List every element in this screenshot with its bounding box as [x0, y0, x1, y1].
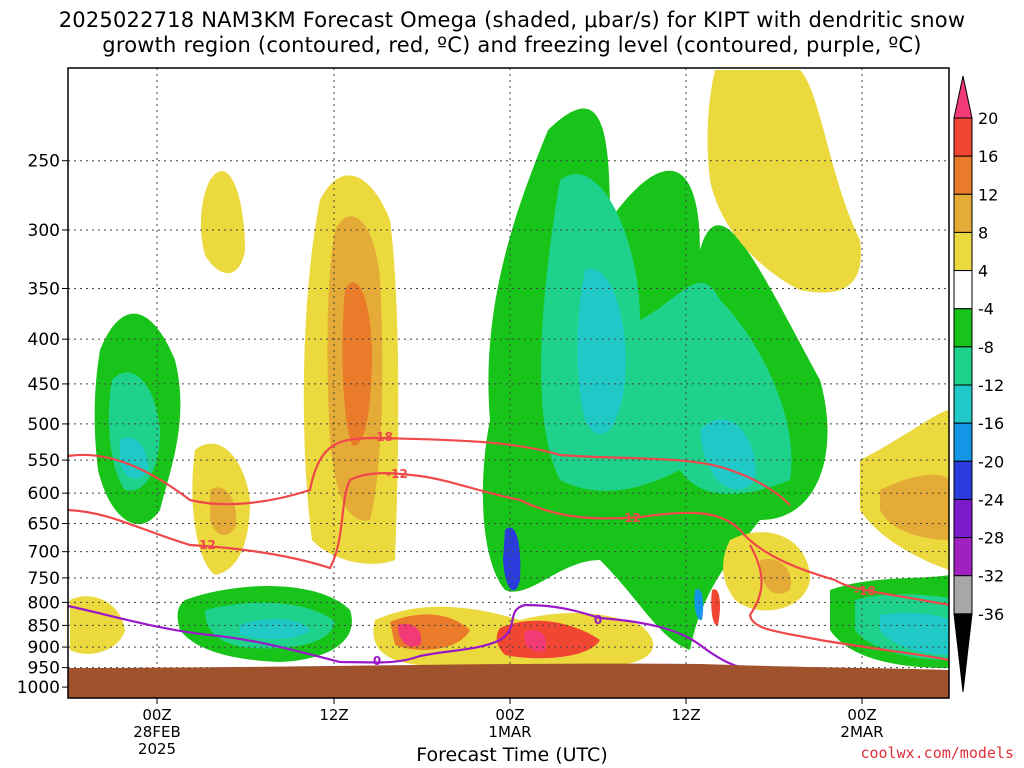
colorbar-label--36: -36 — [978, 605, 1004, 624]
colorbar-swatch-12 — [953, 537, 973, 577]
chart-title-line-2: growth region (contoured, red, ºC) and f… — [102, 33, 922, 57]
omega-pos-left-b — [210, 487, 237, 536]
contour-label-1: -12 — [386, 467, 408, 481]
contour-label-0: -18 — [371, 430, 393, 444]
y-tick-label-500: 500 — [28, 415, 60, 435]
colorbar-label--4: -4 — [978, 300, 994, 319]
temperature-contours: -18 -12 -12 -12 -18 0 0 — [68, 430, 949, 674]
colorbar-swatch-10 — [953, 460, 973, 500]
omega-neg-core-b — [694, 589, 704, 621]
y-tick-label-900: 900 — [28, 638, 60, 658]
colorbar-label--8: -8 — [978, 338, 994, 357]
ground-below-surface — [68, 663, 949, 698]
colorbar-label-20: 20 — [978, 109, 998, 128]
dgz-contour-18-upper — [68, 436, 791, 506]
colorbar-label--32: -32 — [978, 567, 1004, 586]
colorbar-swatch-6 — [953, 308, 973, 348]
omega-pos-right-d — [760, 559, 791, 594]
y-tick-label-850: 850 — [28, 616, 60, 636]
freezing-level-contour — [68, 603, 761, 674]
y-tick-label-550: 550 — [28, 451, 60, 471]
y-tick-label-1000: 1000 — [17, 678, 60, 698]
y-axis-ticks: 2503003504004505005506006507007508008509… — [17, 152, 68, 698]
colorbar-label--24: -24 — [978, 490, 1004, 509]
colorbar-label-12: 12 — [978, 185, 998, 204]
colorbar-label-8: 8 — [978, 223, 988, 242]
contour-label-5: 0 — [594, 613, 602, 627]
dgz-contour-12 — [68, 472, 949, 607]
dgz-contour-12-lower — [748, 544, 949, 662]
colorbar-bottom-arrow — [953, 613, 973, 693]
colorbar-swatch-9 — [953, 422, 973, 462]
y-tick-label-450: 450 — [28, 375, 60, 395]
omega-neg-region-d — [700, 419, 756, 490]
omega-pos-upper-right — [707, 70, 861, 293]
colorbar-swatch-1 — [953, 117, 973, 157]
y-tick-label-700: 700 — [28, 543, 60, 563]
x-axis-title: Forecast Time (UTC) — [416, 744, 608, 766]
colorbar-swatch-3 — [953, 193, 973, 233]
contour-label-4: -18 — [854, 584, 876, 598]
site-credit[interactable]: coolwx.com/models — [860, 744, 1014, 762]
omega-neg-low-right-c — [880, 612, 949, 655]
colorbar-swatch-5 — [953, 270, 973, 310]
contour-label-2: -12 — [194, 538, 216, 552]
colorbar-label--12: -12 — [978, 376, 1004, 395]
colorbar-swatch-13 — [953, 575, 973, 615]
colorbar-label--20: -20 — [978, 452, 1004, 471]
x-tick-label-2-2: 1MAR — [488, 723, 531, 741]
y-tick-label-800: 800 — [28, 593, 60, 613]
omega-pos-max-a — [398, 623, 422, 647]
omega-pos-column-c — [342, 282, 372, 446]
x-tick-label-1-1: 12Z — [319, 706, 348, 724]
x-tick-label-4-1: 00Z — [847, 706, 876, 724]
colorbar-swatch-4 — [953, 231, 973, 272]
colorbar-swatch-8 — [953, 384, 973, 424]
y-tick-label-600: 600 — [28, 484, 60, 504]
x-tick-label-0-1: 00Z — [142, 706, 171, 724]
y-tick-label-350: 350 — [28, 279, 60, 299]
chart-title-line-1: 2025022718 NAM3KM Forecast Omega (shaded… — [58, 8, 966, 32]
x-tick-label-3-1: 12Z — [671, 706, 700, 724]
colorbar-swatch-7 — [953, 346, 973, 386]
omega-pos-core-c — [711, 589, 720, 626]
colorbar-swatch-2 — [953, 155, 973, 195]
y-tick-label-250: 250 — [28, 152, 60, 172]
contour-label-3: -12 — [619, 511, 641, 525]
omega-neg-core-a — [503, 527, 521, 591]
omega-pos-max-b — [524, 630, 547, 652]
x-tick-label-2-1: 00Z — [495, 706, 524, 724]
omega-neg-region-c — [577, 268, 626, 435]
y-tick-label-300: 300 — [28, 221, 60, 241]
y-tick-label-950: 950 — [28, 659, 60, 679]
plot-frame — [67, 67, 950, 699]
colorbar-label--16: -16 — [978, 414, 1004, 433]
omega-pos-upper-left — [200, 170, 245, 274]
omega-pos-low-band-c — [496, 620, 600, 659]
y-tick-label-650: 650 — [28, 515, 60, 535]
y-tick-label-400: 400 — [28, 330, 60, 350]
x-tick-label-4-2: 2MAR — [840, 723, 883, 741]
colorbar-label-4: 4 — [978, 262, 988, 281]
colorbar: 20 16 12 8 4 -4 -8 -12 -16 -20 -24 -28 -32 -36 — [953, 75, 1004, 693]
contour-label-6: 0 — [373, 654, 381, 668]
x-tick-label-0-3: 2025 — [138, 740, 176, 758]
colorbar-label--28: -28 — [978, 529, 1004, 548]
colorbar-swatch-11 — [953, 498, 973, 539]
x-tick-label-0-2: 28FEB — [133, 723, 180, 741]
colorbar-top-arrow — [953, 75, 973, 119]
ground-fill — [68, 663, 949, 698]
colorbar-label-16: 16 — [978, 147, 998, 166]
y-tick-label-750: 750 — [28, 569, 60, 589]
omega-neg-low-c — [240, 618, 310, 640]
